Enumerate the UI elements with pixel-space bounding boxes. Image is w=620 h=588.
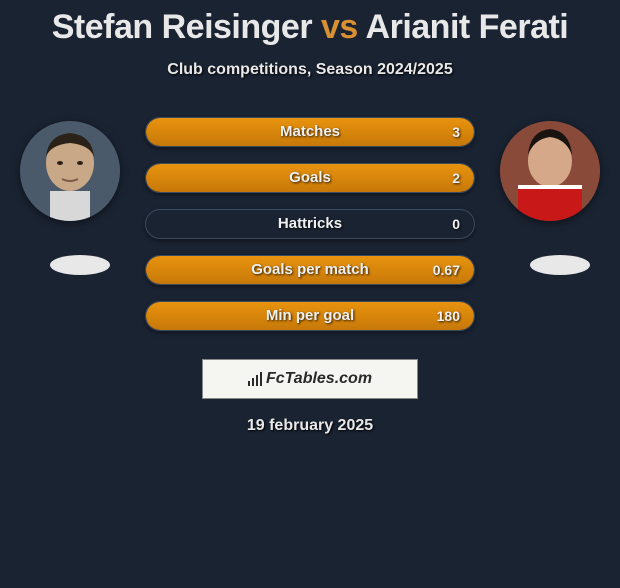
stat-value-right: 0.67 [433, 256, 460, 284]
player1-avatar [20, 121, 120, 221]
subtitle: Club competitions, Season 2024/2025 [10, 61, 610, 79]
stat-row: Hattricks0 [145, 209, 475, 239]
stat-value-right: 3 [452, 118, 460, 146]
stat-label: Goals [146, 164, 474, 192]
player2-name: Arianit Ferati [366, 8, 569, 46]
player2-flag [530, 255, 590, 275]
stat-value-right: 2 [452, 164, 460, 192]
stats-area: Matches3Goals2Hattricks0Goals per match0… [10, 111, 610, 341]
stat-row: Goals per match0.67 [145, 255, 475, 285]
vs-text: vs [321, 8, 358, 46]
date-text: 19 february 2025 [10, 417, 610, 435]
stat-row: Goals2 [145, 163, 475, 193]
logo-text: FcTables.com [266, 370, 372, 388]
logo-box: FcTables.com [202, 359, 418, 399]
stat-value-right: 0 [452, 210, 460, 238]
chart-icon [248, 372, 262, 386]
player1-name: Stefan Reisinger [52, 8, 312, 46]
stat-value-right: 180 [437, 302, 460, 330]
player2-avatar [500, 121, 600, 221]
stat-label: Min per goal [146, 302, 474, 330]
player1-flag [50, 255, 110, 275]
stat-label: Goals per match [146, 256, 474, 284]
stat-row: Min per goal180 [145, 301, 475, 331]
stat-rows: Matches3Goals2Hattricks0Goals per match0… [145, 117, 475, 347]
page-title: Stefan Reisinger vs Arianit Ferati [10, 8, 610, 47]
stat-label: Hattricks [146, 210, 474, 238]
stat-label: Matches [146, 118, 474, 146]
stat-row: Matches3 [145, 117, 475, 147]
